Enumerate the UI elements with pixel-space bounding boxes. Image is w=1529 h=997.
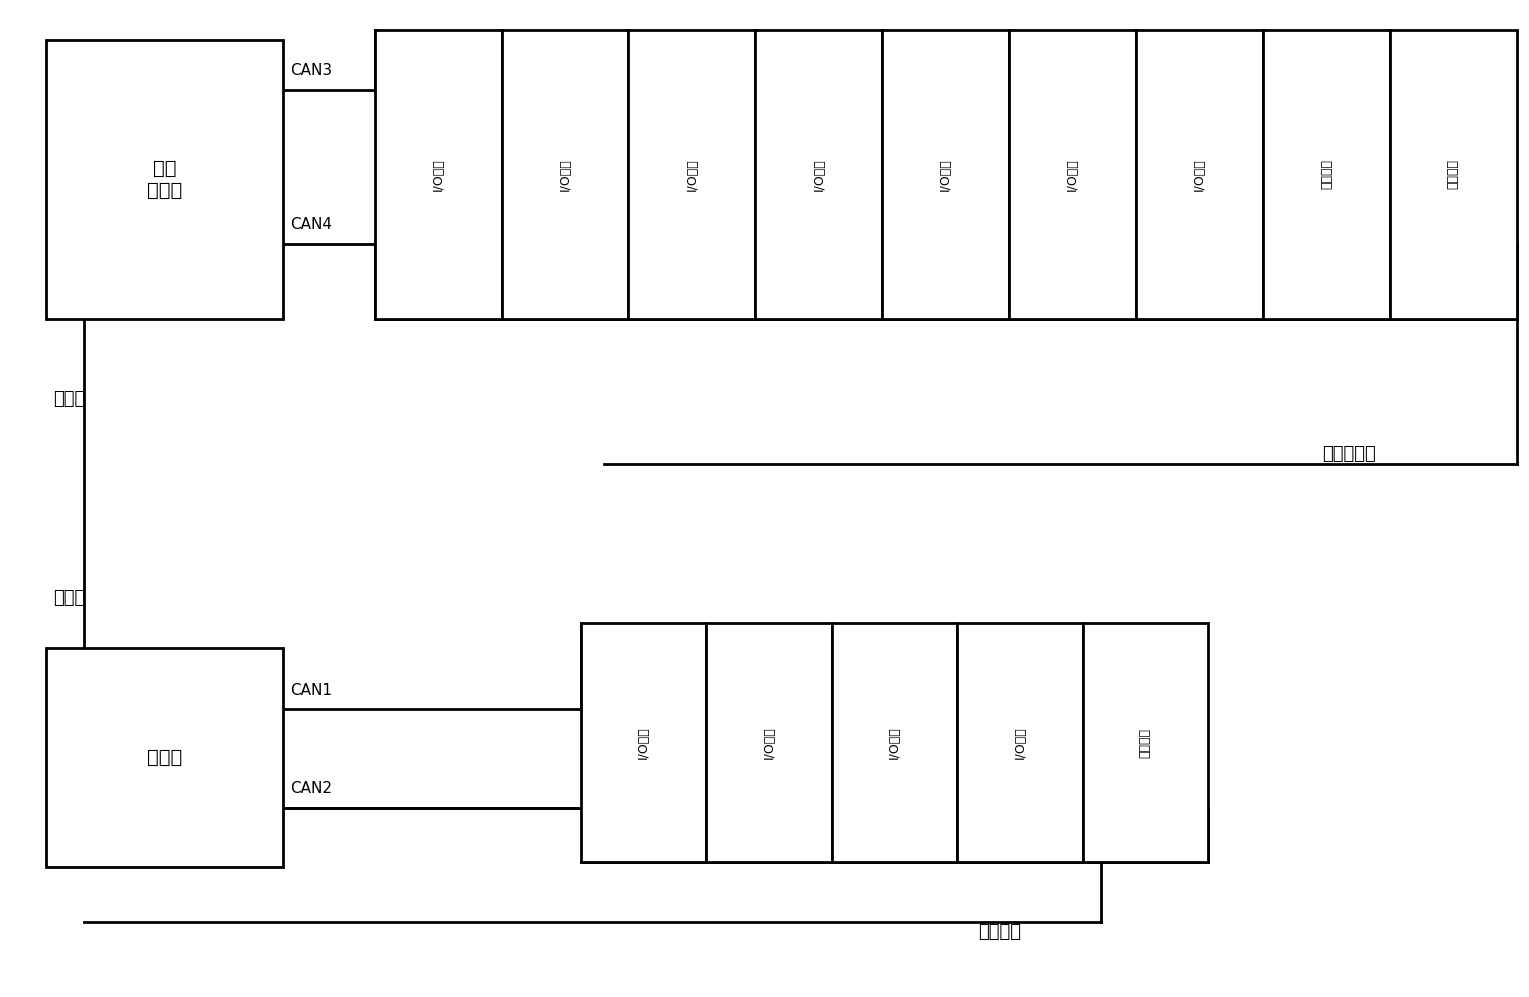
Bar [706, 623, 832, 862]
Bar [832, 623, 957, 862]
Bar [1009, 30, 1136, 319]
Bar [1263, 30, 1390, 319]
Text: 至变流器: 至变流器 [979, 923, 1021, 941]
Bar [375, 30, 502, 319]
Bar [882, 30, 1009, 319]
Text: 扩展
头模件: 扩展 头模件 [147, 159, 182, 200]
Text: I/O模件: I/O模件 [763, 727, 775, 759]
Text: I/O模件: I/O模件 [939, 159, 953, 190]
Bar [1083, 623, 1208, 862]
Text: CAN4: CAN4 [291, 216, 332, 231]
Text: I/O模件: I/O模件 [1193, 159, 1206, 190]
Text: 转换模件: 转换模件 [1320, 160, 1333, 189]
Text: 以太网: 以太网 [54, 390, 86, 408]
Bar [502, 30, 628, 319]
Text: CAN1: CAN1 [291, 683, 332, 698]
Text: 至变桨系统: 至变桨系统 [1323, 445, 1376, 463]
Text: CAN3: CAN3 [291, 63, 333, 78]
Bar [1136, 30, 1263, 319]
Bar [755, 30, 882, 319]
Bar [957, 623, 1083, 862]
Bar [1390, 30, 1517, 319]
Text: 心跳模件: 心跳模件 [1139, 728, 1151, 758]
Text: CAN2: CAN2 [291, 782, 332, 797]
Bar [46, 648, 283, 867]
Text: I/O模件: I/O模件 [888, 727, 901, 759]
Text: I/O模件: I/O模件 [812, 159, 826, 190]
Bar [628, 30, 755, 319]
Text: I/O模件: I/O模件 [431, 159, 445, 190]
Text: 心跳模件: 心跳模件 [1446, 160, 1460, 189]
Bar [46, 40, 283, 319]
Text: I/O模件: I/O模件 [1066, 159, 1079, 190]
Text: I/O模件: I/O模件 [558, 159, 572, 190]
Text: I/O模件: I/O模件 [1014, 727, 1026, 759]
Text: I/O模件: I/O模件 [638, 727, 650, 759]
Text: I/O模件: I/O模件 [685, 159, 699, 190]
Text: 以太网: 以太网 [54, 589, 86, 607]
Text: 控制器: 控制器 [147, 748, 182, 768]
Bar [581, 623, 706, 862]
